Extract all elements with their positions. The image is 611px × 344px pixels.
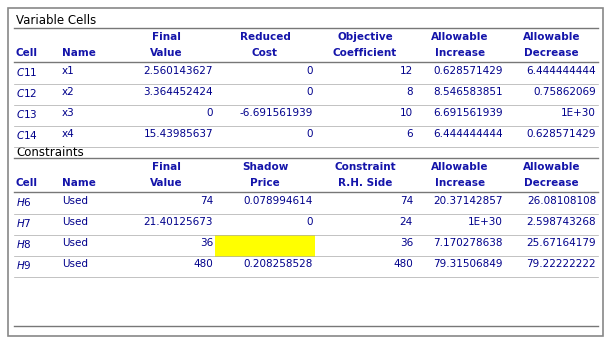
Text: $C$12: $C$12 [16, 87, 37, 99]
Text: 25.67164179: 25.67164179 [526, 238, 596, 248]
Text: Used: Used [62, 196, 88, 206]
Text: Final: Final [152, 162, 181, 172]
FancyBboxPatch shape [8, 8, 603, 336]
Text: 2.560143627: 2.560143627 [144, 66, 213, 76]
Text: 0.208258528: 0.208258528 [244, 259, 313, 269]
Text: 3.364452424: 3.364452424 [144, 87, 213, 97]
Text: $C$13: $C$13 [16, 108, 38, 120]
Text: 36: 36 [400, 238, 413, 248]
Text: $C$14: $C$14 [16, 129, 38, 141]
Text: Name: Name [62, 48, 96, 58]
Text: 15.43985637: 15.43985637 [144, 129, 213, 139]
Text: Price: Price [250, 178, 280, 188]
Text: R.H. Side: R.H. Side [338, 178, 392, 188]
Text: 24: 24 [400, 217, 413, 227]
Text: Value: Value [150, 48, 183, 58]
Text: 0: 0 [307, 129, 313, 139]
Text: Variable Cells: Variable Cells [16, 14, 97, 27]
Text: Cell: Cell [16, 48, 38, 58]
Text: 79.31506849: 79.31506849 [433, 259, 503, 269]
Text: 0: 0 [307, 66, 313, 76]
Text: Value: Value [150, 178, 183, 188]
Text: Increase: Increase [435, 48, 485, 58]
Text: Objective: Objective [337, 32, 393, 42]
Text: 74: 74 [400, 196, 413, 206]
Text: x2: x2 [62, 87, 75, 97]
Text: Allowable: Allowable [431, 32, 489, 42]
Text: Increase: Increase [435, 178, 485, 188]
Text: Cost: Cost [252, 48, 278, 58]
Text: 6.444444444: 6.444444444 [526, 66, 596, 76]
Text: Reduced: Reduced [240, 32, 290, 42]
Text: 0.628571429: 0.628571429 [527, 129, 596, 139]
Text: 79.22222222: 79.22222222 [526, 259, 596, 269]
Text: x3: x3 [62, 108, 75, 118]
Text: 0.75862069: 0.75862069 [533, 87, 596, 97]
Text: $H$9: $H$9 [16, 259, 32, 271]
Text: 36: 36 [200, 238, 213, 248]
Text: $H$8: $H$8 [16, 238, 32, 250]
Text: Shadow: Shadow [242, 162, 288, 172]
Text: $H$7: $H$7 [16, 217, 32, 229]
Text: 6: 6 [406, 129, 413, 139]
Text: 20.37142857: 20.37142857 [433, 196, 503, 206]
Text: 1E+30: 1E+30 [468, 217, 503, 227]
Text: x1: x1 [62, 66, 75, 76]
Text: Name: Name [62, 178, 96, 188]
Bar [215, 235, 315, 257]
Text: 12: 12 [400, 66, 413, 76]
Text: 8: 8 [406, 87, 413, 97]
Text: Constraint: Constraint [334, 162, 396, 172]
Text: Decrease: Decrease [524, 178, 579, 188]
Text: Used: Used [62, 238, 88, 248]
Text: Allowable: Allowable [523, 32, 580, 42]
Text: 0.078994614: 0.078994614 [244, 196, 313, 206]
Text: 480: 480 [393, 259, 413, 269]
Text: Allowable: Allowable [431, 162, 489, 172]
Text: 6.691561939: 6.691561939 [433, 108, 503, 118]
Text: 7.170278638: 7.170278638 [433, 238, 503, 248]
Text: $C$11: $C$11 [16, 66, 37, 78]
Text: 0: 0 [307, 217, 313, 227]
Text: Used: Used [62, 259, 88, 269]
Text: 0.628571429: 0.628571429 [433, 66, 503, 76]
Text: x4: x4 [62, 129, 75, 139]
Text: 6.444444444: 6.444444444 [433, 129, 503, 139]
Text: 0: 0 [307, 87, 313, 97]
Text: 21.40125673: 21.40125673 [144, 217, 213, 227]
Text: 2.598743268: 2.598743268 [526, 217, 596, 227]
Text: Final: Final [152, 32, 181, 42]
Text: 10: 10 [400, 108, 413, 118]
Text: $H$6: $H$6 [16, 196, 32, 208]
Text: 26.08108108: 26.08108108 [527, 196, 596, 206]
Text: Coefficient: Coefficient [333, 48, 397, 58]
Text: Used: Used [62, 217, 88, 227]
Text: 74: 74 [200, 196, 213, 206]
Text: 480: 480 [193, 259, 213, 269]
Text: 8.546583851: 8.546583851 [433, 87, 503, 97]
Text: Decrease: Decrease [524, 48, 579, 58]
Text: 0: 0 [207, 108, 213, 118]
Text: Allowable: Allowable [523, 162, 580, 172]
Text: -6.691561939: -6.691561939 [240, 108, 313, 118]
Text: 1E+30: 1E+30 [561, 108, 596, 118]
Text: Cell: Cell [16, 178, 38, 188]
Text: Constraints: Constraints [16, 146, 84, 159]
